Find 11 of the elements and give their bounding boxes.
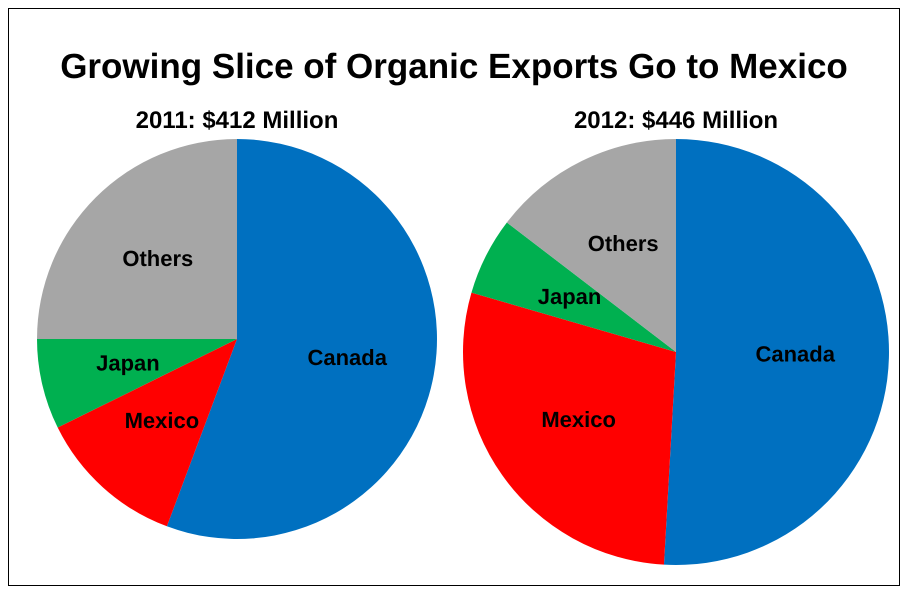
slice-label: Canada bbox=[307, 345, 388, 370]
slice-label: Canada bbox=[755, 341, 836, 366]
slice-label: Others bbox=[588, 231, 659, 256]
slice-label: Others bbox=[122, 246, 194, 271]
slice-label: Japan bbox=[538, 284, 602, 310]
chart-subtitle: 2012: $446 Million bbox=[574, 107, 778, 135]
slice-label: Mexico bbox=[541, 406, 616, 432]
chart-title: Growing Slice of Organic Exports Go to Mexico bbox=[59, 47, 849, 87]
chart-subtitle: 2011: $412 Million bbox=[136, 107, 338, 135]
slice-label: Japan bbox=[96, 350, 160, 376]
slice-label: Mexico bbox=[124, 408, 200, 434]
